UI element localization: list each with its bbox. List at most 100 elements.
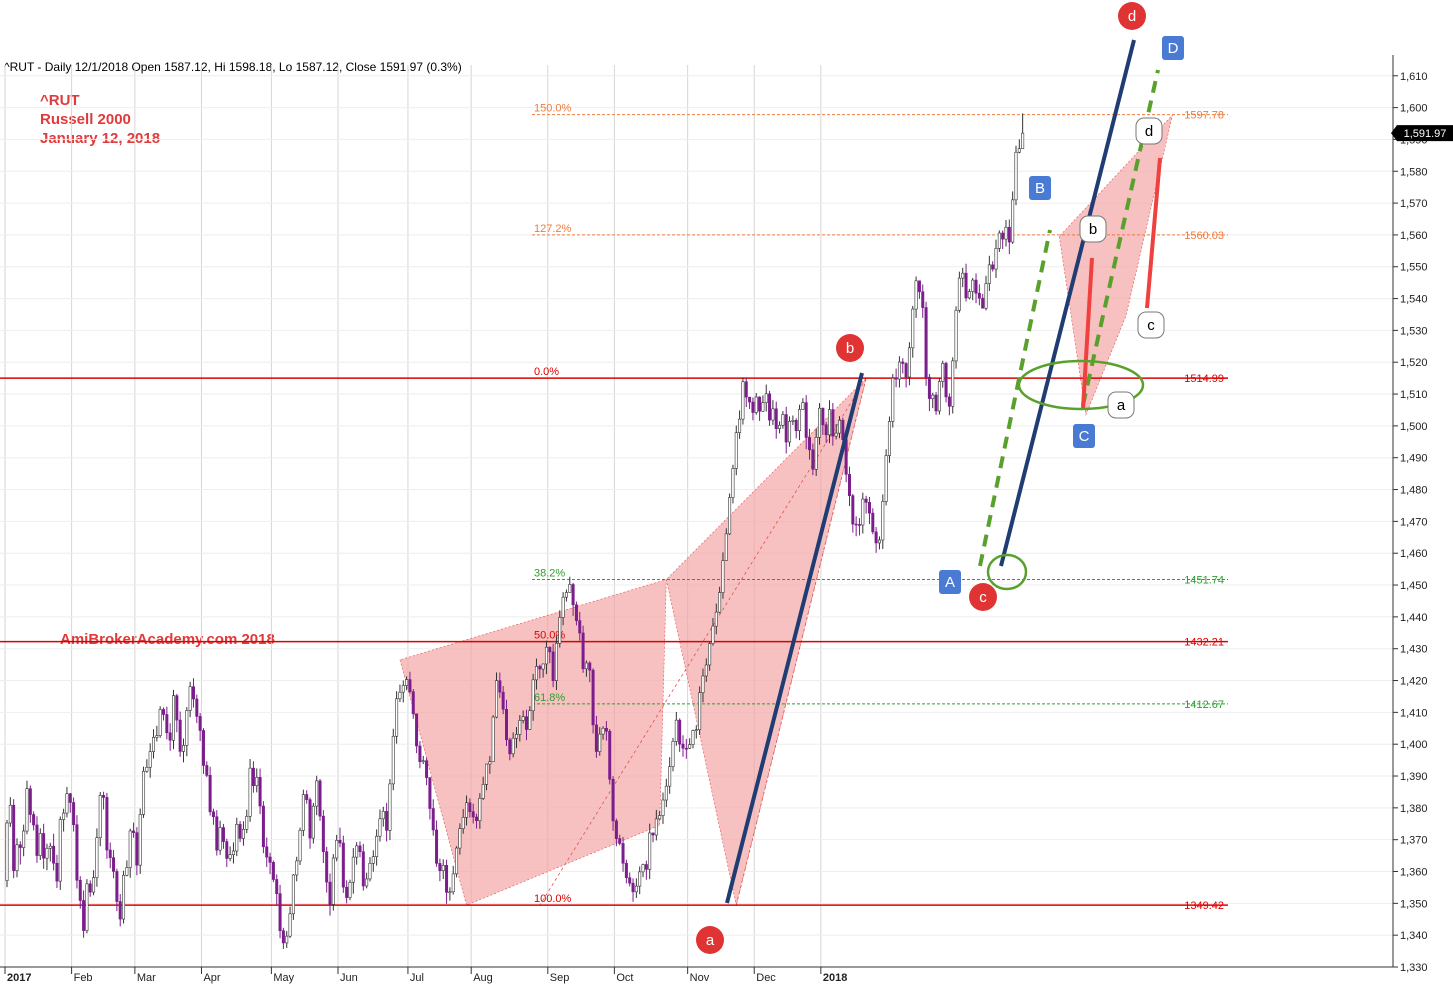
candle-body: [704, 664, 708, 677]
x-tick-label: May: [273, 972, 294, 984]
candle-body: [55, 862, 59, 882]
last-price-box: [1391, 125, 1453, 142]
candle-body: [135, 832, 139, 866]
candle-body: [88, 883, 92, 893]
candle-body: [1011, 199, 1015, 243]
candle-body: [288, 913, 292, 937]
candle-body: [774, 408, 778, 429]
candle-body: [298, 830, 302, 862]
candle-body: [92, 877, 96, 893]
candle-body: [628, 877, 632, 884]
swing-marker-d: [1135, 117, 1163, 145]
candle-body: [201, 730, 205, 766]
fib-pct-label: 61.8%: [534, 692, 565, 704]
candle-body: [698, 692, 702, 730]
candle-body: [674, 719, 678, 742]
candle-body: [907, 347, 911, 378]
candle-body: [231, 850, 235, 856]
x-tick-label: Dec: [756, 972, 776, 984]
swing-label: d: [1145, 123, 1153, 140]
y-tick-label: 1,390: [1400, 771, 1428, 783]
candle-body: [954, 309, 958, 362]
candle-body: [634, 885, 638, 893]
candle-body: [218, 827, 222, 851]
candle-body: [148, 751, 152, 768]
pattern-fill: [399, 579, 667, 906]
swing-marker-a: [696, 926, 724, 954]
candle-body: [937, 381, 941, 412]
candle-body: [1004, 226, 1008, 240]
candle-body: [355, 845, 359, 858]
candle-body: [105, 797, 109, 851]
candle-body: [584, 662, 588, 670]
candles: [5, 113, 1025, 950]
candle-body: [558, 617, 562, 644]
candle-body: [531, 679, 535, 712]
candle-body: [268, 856, 272, 863]
candle-body: [987, 264, 991, 284]
candle-body: [528, 710, 532, 730]
y-tick-label: 1,440: [1400, 612, 1428, 624]
candle-body: [381, 811, 385, 820]
candle-body: [877, 539, 881, 544]
candle-body: [448, 891, 452, 894]
candle-body: [411, 691, 415, 715]
candle-body: [178, 719, 182, 752]
candle-body: [175, 695, 179, 721]
candle-body: [428, 777, 432, 809]
x-tick-label: Apr: [203, 972, 220, 984]
x-tick-label: Feb: [74, 972, 93, 984]
candle-body: [275, 879, 279, 894]
candle-body: [388, 783, 392, 831]
candle-body: [857, 524, 861, 526]
last-price-label: 1,591.97: [1404, 128, 1447, 140]
candle-body: [591, 669, 595, 726]
swing-marker-c: [1137, 311, 1165, 339]
candle-body: [541, 663, 545, 670]
swing-label: A: [945, 574, 955, 591]
candle-body: [927, 376, 931, 399]
candle-body: [468, 802, 472, 813]
candle-body: [325, 851, 329, 883]
candle-body: [75, 824, 79, 881]
candle-body: [784, 414, 788, 443]
candle-body: [118, 901, 122, 920]
candle-body: [741, 381, 745, 420]
candle-body: [911, 308, 915, 349]
trendline-blue: [999, 39, 1136, 567]
candle-body: [847, 474, 851, 496]
candle-body: [681, 743, 685, 749]
candle-body: [438, 863, 442, 871]
candle-body: [115, 871, 119, 902]
candle-body: [901, 361, 905, 364]
trendline-red: [1081, 257, 1094, 409]
chart-header: ^RUT - Daily 12/1/2018 Open 1587.12, Hi …: [4, 60, 462, 74]
candle-body: [345, 886, 349, 898]
candle-body: [321, 815, 325, 852]
candle-body: [521, 716, 525, 721]
candle-body: [788, 421, 792, 443]
candle-body: [378, 818, 382, 837]
candle-body: [871, 512, 875, 533]
candle-body: [318, 780, 322, 817]
candle-body: [211, 811, 215, 818]
candle-body: [598, 733, 602, 752]
candle-body: [85, 883, 89, 931]
candle-body: [644, 864, 648, 870]
candle-body: [944, 363, 948, 398]
candle-body: [331, 857, 335, 905]
candle-body: [261, 805, 265, 848]
fib-value-label: 1451.74: [1184, 575, 1224, 587]
candle-body: [398, 691, 402, 700]
candle-body: [894, 377, 898, 380]
candle-body: [265, 846, 269, 858]
candle-body: [475, 816, 479, 822]
candle-body: [408, 679, 412, 693]
annotation-name: Russell 2000: [40, 111, 131, 128]
candle-body: [731, 468, 735, 498]
candle-body: [195, 698, 199, 717]
candle-body: [654, 818, 658, 836]
candle-body: [281, 930, 285, 944]
y-tick-label: 1,490: [1400, 453, 1428, 465]
candle-body: [5, 822, 9, 881]
